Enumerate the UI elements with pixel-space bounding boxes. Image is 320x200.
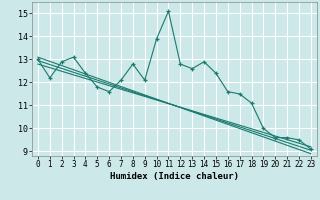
X-axis label: Humidex (Indice chaleur): Humidex (Indice chaleur)	[110, 172, 239, 181]
